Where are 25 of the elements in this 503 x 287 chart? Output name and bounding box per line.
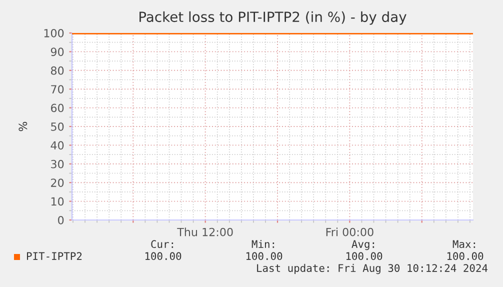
text: 100.00 bbox=[246, 252, 282, 260]
text: Min: bbox=[252, 240, 274, 248]
chart-title: Packet loss to PIT-IPTP2 (in %) - by day bbox=[140, 11, 406, 25]
x-tick-label: Fri 00:00 bbox=[326, 228, 374, 236]
y-tick-label: 30 bbox=[51, 160, 64, 168]
y-tick-label: 40 bbox=[50, 141, 64, 150]
y-tick-label: 10 bbox=[51, 197, 64, 206]
y-tick-label: 100 bbox=[44, 28, 64, 38]
x-tick-label: Thu 12:00 bbox=[177, 228, 233, 236]
text: Max: bbox=[452, 240, 476, 248]
y-tick-label: 80 bbox=[50, 66, 64, 75]
text: Avg: bbox=[352, 240, 374, 250]
text: Cur: bbox=[151, 240, 174, 248]
text: 100.00 bbox=[447, 252, 484, 260]
y-tick-label: 50 bbox=[51, 122, 64, 131]
text: 100.00 bbox=[145, 252, 182, 260]
y-tick-label: 20 bbox=[51, 178, 64, 187]
y-axis-title: % bbox=[18, 122, 28, 132]
legend-label: PIT-IPTP2 bbox=[27, 252, 82, 260]
y-tick-label: 0 bbox=[58, 216, 64, 224]
y-tick-label: 60 bbox=[51, 104, 64, 112]
text: Last update: Fri Aug 30 10:12:24 2024 bbox=[257, 264, 488, 274]
y-tick-label: 70 bbox=[51, 85, 64, 94]
y-tick-label: 90 bbox=[50, 48, 64, 56]
text: 100.00 bbox=[346, 252, 382, 260]
